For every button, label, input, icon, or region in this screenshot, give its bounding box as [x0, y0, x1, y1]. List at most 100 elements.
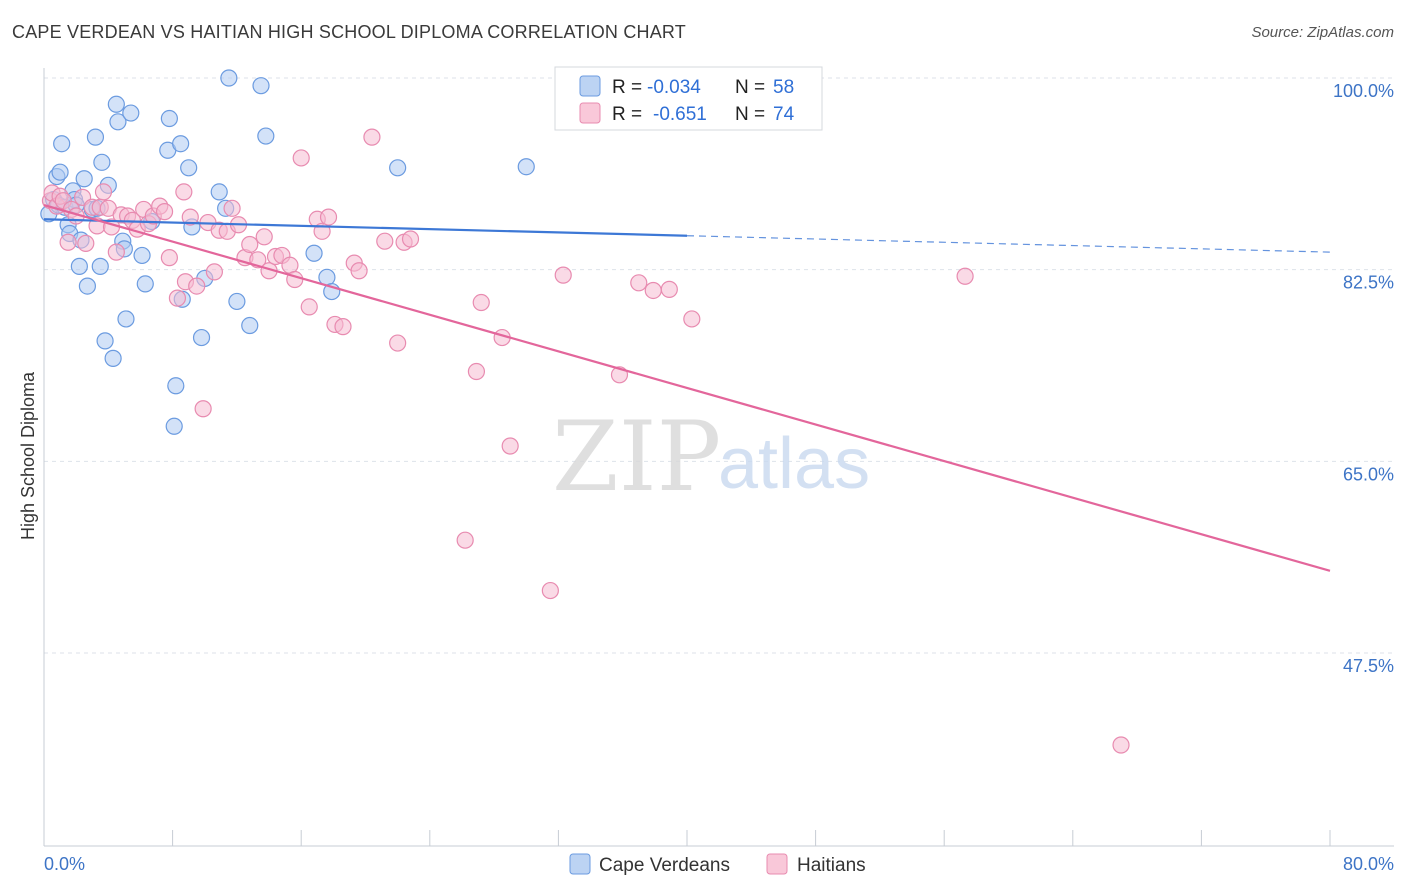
legend-r-value-pink: -0.651: [653, 104, 707, 125]
y-tick-label-2: 82.5%: [1343, 273, 1394, 293]
x-tick-label-min: 0.0%: [44, 854, 85, 874]
bottom-legend-swatch-blue: [569, 853, 591, 875]
haitian-point-75: [1112, 736, 1130, 754]
watermark-atlas: atlas: [718, 424, 870, 504]
cape-verdean-point-25: [109, 113, 127, 131]
bottom-legend-label-haitians: Haitians: [797, 855, 866, 876]
haitian-point-48: [292, 149, 310, 167]
legend-swatch-blue: [579, 75, 601, 97]
legend-n-value-pink: 74: [773, 104, 795, 125]
y-tick-label-0: 47.5%: [1343, 656, 1394, 676]
cape-verdean-point-39: [180, 159, 198, 177]
haitian-point-40: [241, 235, 259, 254]
haitian-point-28: [175, 183, 193, 201]
haitian-point-64: [472, 293, 490, 312]
cape-verdean-point-45: [220, 69, 238, 87]
gridlines: [44, 77, 1394, 654]
haitian-point-74: [956, 267, 974, 285]
haitian-point-63: [467, 362, 486, 381]
haitian-point-31: [188, 277, 206, 295]
series-legend: Cape Verdeans Haitians: [569, 853, 866, 876]
cape-verdean-point-54: [517, 158, 535, 176]
bottom-legend-label-cape-verdeans: Cape Verdeans: [599, 855, 730, 876]
y-tick-label-1: 65.0%: [1343, 464, 1394, 484]
cape-verdean-point-36: [167, 377, 185, 395]
legend-swatch-pink: [579, 102, 601, 124]
haitian-point-67: [541, 581, 559, 600]
correlation-legend: R = -0.034 N = 58 R = -0.651 N = 74: [554, 66, 823, 131]
haitian-point-27: [168, 289, 187, 307]
cape-verdean-point-15: [78, 277, 97, 295]
haitian-point-61: [401, 230, 420, 248]
x-axis-ticks: [43, 830, 1331, 846]
haitian-point-32: [194, 400, 212, 418]
haitian-point-16: [107, 243, 125, 261]
cape-verdean-point-49: [257, 127, 275, 145]
y-axis-title: High School Diploma: [18, 371, 38, 540]
cape-verdean-point-21: [96, 332, 114, 350]
legend-r-label-blue: R =: [612, 77, 642, 98]
haitian-point-56: [350, 262, 368, 280]
watermark-zip: ZIP: [552, 401, 721, 513]
cape-verdean-point-48: [252, 77, 270, 95]
cape-verdean-point-12: [70, 257, 88, 275]
haitian-point-52: [319, 208, 338, 226]
legend-r-value-blue: -0.034: [647, 77, 701, 98]
cape-verdean-point-17: [86, 128, 105, 146]
cape-verdean-point-30: [133, 246, 151, 265]
haitian-point-58: [376, 232, 394, 250]
haitian-point-59: [389, 334, 407, 352]
haitian-point-30: [181, 208, 199, 226]
watermark: ZIP atlas: [552, 401, 870, 513]
cape-verdean-point-28: [117, 310, 135, 328]
haitian-point-54: [334, 318, 352, 336]
y-axis-tick-labels: 47.5% 65.0% 82.5% 100.0%: [1333, 81, 1394, 676]
legend-n-value-blue: 58: [773, 77, 794, 98]
cape-verdean-point-29: [122, 104, 140, 122]
haitian-point-71: [644, 281, 662, 300]
cape-verdean-point-34: [160, 109, 178, 128]
haitian-point-72: [660, 280, 678, 298]
cape-verdean-point-43: [210, 183, 228, 201]
trend-lines: [43, 203, 1331, 572]
trend-line-haitians: [43, 203, 1331, 572]
legend-r-label-pink: R =: [612, 104, 642, 125]
chart-title: CAPE VERDEAN VS HAITIAN HIGH SCHOOL DIPL…: [12, 22, 686, 42]
haitian-point-68: [554, 266, 572, 284]
haitian-point-57: [363, 128, 381, 146]
cape-verdean-point-19: [91, 257, 109, 275]
legend-n-label-blue: N =: [735, 77, 765, 98]
cape-verdean-point-53: [389, 159, 407, 177]
haitian-point-46: [281, 256, 299, 274]
chart-source: Source: ZipAtlas.com: [1251, 24, 1394, 41]
haitian-point-73: [683, 310, 701, 328]
cape-verdean-point-47: [241, 316, 259, 335]
trend-line-cape-verdeans: [43, 218, 688, 237]
haitian-point-42: [255, 228, 273, 246]
haitian-point-26: [160, 249, 178, 267]
legend-n-label-pink: N =: [735, 104, 765, 125]
cape-verdean-point-23: [104, 349, 122, 367]
cape-verdean-point-50: [305, 244, 323, 262]
cape-verdean-point-31: [136, 275, 154, 293]
haitian-point-34: [205, 263, 223, 281]
bottom-legend-swatch-pink: [766, 853, 788, 875]
cape-verdean-point-37: [172, 135, 190, 153]
haitian-point-9: [77, 234, 95, 252]
haitian-point-66: [501, 437, 519, 455]
cape-verdean-point-20: [93, 153, 111, 171]
cape-verdean-point-24: [107, 95, 125, 113]
haitian-point-25: [155, 203, 174, 221]
haitian-point-5: [59, 233, 77, 251]
trend-line-cape-verdeans-extrapolated: [686, 235, 1331, 253]
haitian-point-13: [94, 183, 113, 201]
y-tick-label-3: 100.0%: [1333, 81, 1394, 101]
series-haitians: [41, 128, 1130, 754]
cape-verdean-point-5: [53, 135, 71, 153]
haitian-point-49: [300, 298, 318, 316]
cape-verdean-point-14: [75, 170, 93, 188]
cape-verdean-point-41: [192, 328, 211, 347]
haitian-point-70: [630, 274, 648, 292]
cape-verdean-point-4: [51, 163, 69, 181]
